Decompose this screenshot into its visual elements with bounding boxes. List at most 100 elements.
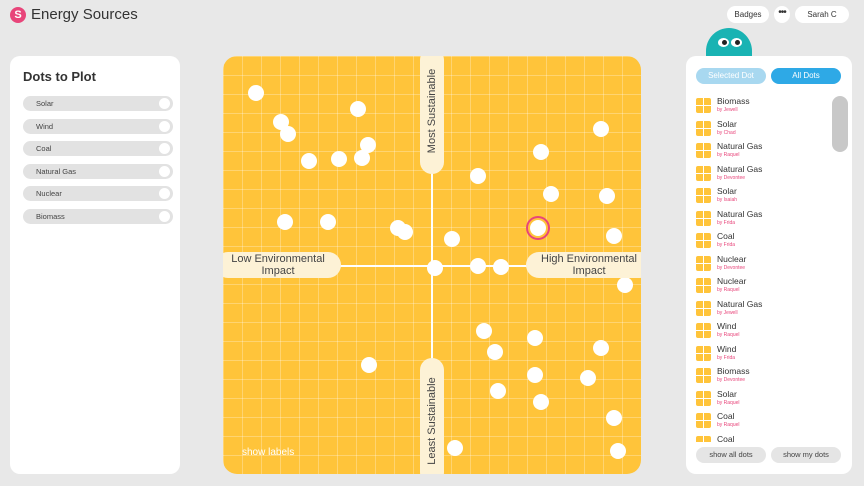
- selected-plot-dot[interactable]: [530, 220, 546, 236]
- list-item[interactable]: Solar by Isaiah: [696, 186, 828, 209]
- dot-thumbnail-icon: [696, 98, 711, 113]
- plot-item-natural-gas[interactable]: Natural Gas: [23, 164, 173, 179]
- list-item[interactable]: Nuclear by Raquel: [696, 276, 828, 299]
- list-item[interactable]: Natural Gas by Raquel: [696, 141, 828, 164]
- low-impact-label: Low Environmental Impact: [223, 252, 341, 278]
- high-impact-label: High Environmental Impact: [526, 252, 641, 278]
- dot-thumbnail-icon: [696, 323, 711, 338]
- plot-dot[interactable]: [470, 168, 486, 184]
- dot-thumbnail-icon: [696, 300, 711, 316]
- dot-thumbnail-icon: [696, 278, 711, 293]
- list-item[interactable]: Coal by Frida: [696, 231, 828, 254]
- plot-item-coal[interactable]: Coal: [23, 141, 173, 156]
- plot-dot[interactable]: [476, 323, 492, 339]
- toggle-knob[interactable]: [159, 121, 170, 132]
- dots-to-plot-panel: Dots to Plot Solar Wind Coal Natural Gas…: [10, 56, 180, 474]
- plot-dot[interactable]: [470, 258, 486, 274]
- tab-selected-dot[interactable]: Selected Dot: [696, 68, 766, 84]
- dots-list-panel: Selected Dot All Dots Biomass by Jewell S…: [686, 56, 852, 474]
- plot-dot[interactable]: [447, 440, 463, 456]
- page-title: Energy Sources: [31, 6, 138, 23]
- list-item[interactable]: Solar by Chad: [696, 119, 828, 142]
- user-menu-button[interactable]: Sarah C: [795, 6, 849, 23]
- plot-dot[interactable]: [248, 85, 264, 101]
- plot-dot[interactable]: [354, 150, 370, 166]
- list-item[interactable]: Biomass by Jewell: [696, 96, 828, 119]
- plot-dot[interactable]: [487, 344, 503, 360]
- list-item[interactable]: Natural Gas by Devontee: [696, 164, 828, 187]
- plot-dot[interactable]: [397, 224, 413, 240]
- plot-dot[interactable]: [444, 231, 460, 247]
- dot-thumbnail-icon: [696, 435, 711, 442]
- plot-dot[interactable]: [617, 277, 633, 293]
- dot-thumbnail-icon: [696, 413, 711, 428]
- dot-thumbnail-icon: [696, 165, 711, 181]
- plot-dot[interactable]: [533, 144, 549, 160]
- plot-item-biomass[interactable]: Biomass: [23, 209, 173, 224]
- plot-dot[interactable]: [320, 214, 336, 230]
- plot-dot[interactable]: [593, 121, 609, 137]
- plot-item-nuclear[interactable]: Nuclear: [23, 186, 173, 201]
- list-item[interactable]: Wind by Raquel: [696, 321, 828, 344]
- plot-item-wind[interactable]: Wind: [23, 119, 173, 134]
- plot-item-solar[interactable]: Solar: [23, 96, 173, 111]
- plot-dot[interactable]: [533, 394, 549, 410]
- list-item[interactable]: Coal: [696, 434, 828, 442]
- dot-thumbnail-icon: [696, 255, 711, 271]
- plot-dot[interactable]: [301, 153, 317, 169]
- plot-dot[interactable]: [277, 214, 293, 230]
- plot-dot[interactable]: [280, 126, 296, 142]
- tab-all-dots[interactable]: All Dots: [771, 68, 841, 84]
- plot-dot[interactable]: [490, 383, 506, 399]
- plot-dot[interactable]: [331, 151, 347, 167]
- plot-dot[interactable]: [493, 259, 509, 275]
- least-sustainable-label: Least Sustainable: [420, 358, 444, 474]
- dot-thumbnail-icon: [696, 210, 711, 226]
- plot-dot[interactable]: [543, 186, 559, 202]
- mascot-eye-left: [718, 38, 729, 47]
- dot-thumbnail-icon: [696, 233, 711, 248]
- plot-item-label: Wind: [36, 122, 54, 131]
- show-my-dots-button[interactable]: show my dots: [771, 447, 841, 463]
- list-item[interactable]: Biomass by Devontee: [696, 366, 828, 389]
- plot-dot[interactable]: [606, 410, 622, 426]
- list-scrollbar[interactable]: [832, 96, 848, 152]
- list-item[interactable]: Nuclear by Devontee: [696, 254, 828, 277]
- plot-item-label: Biomass: [36, 212, 65, 221]
- list-item[interactable]: Coal by Raquel: [696, 411, 828, 434]
- plot-dot[interactable]: [527, 330, 543, 346]
- list-item[interactable]: Natural Gas by Frida: [696, 209, 828, 232]
- plot-dot[interactable]: [527, 367, 543, 383]
- plot-dot[interactable]: [606, 228, 622, 244]
- toggle-knob[interactable]: [159, 166, 170, 177]
- badges-button[interactable]: Badges: [727, 6, 769, 23]
- toggle-knob[interactable]: [159, 98, 170, 109]
- dot-thumbnail-icon: [696, 143, 711, 158]
- list-item[interactable]: Natural Gas by Jewell: [696, 299, 828, 322]
- plot-dot[interactable]: [360, 137, 376, 153]
- panel-title: Dots to Plot: [23, 69, 96, 84]
- dot-thumbnail-icon: [696, 188, 711, 203]
- show-labels-toggle[interactable]: show labels: [242, 447, 295, 458]
- plot-dot[interactable]: [599, 188, 615, 204]
- mascot-eye-right: [731, 38, 742, 47]
- plot-item-label: Nuclear: [36, 189, 62, 198]
- dot-thumbnail-icon: [696, 120, 711, 136]
- show-all-dots-button[interactable]: show all dots: [696, 447, 766, 463]
- toggle-knob[interactable]: [159, 143, 170, 154]
- toggle-knob[interactable]: [159, 188, 170, 199]
- plot-dot[interactable]: [350, 101, 366, 117]
- plot-dot[interactable]: [427, 260, 443, 276]
- list-item[interactable]: Wind by Frida: [696, 344, 828, 367]
- dots-list[interactable]: Biomass by Jewell Solar by Chad Natural Ga…: [696, 96, 828, 442]
- sustainability-plot[interactable]: Low Environmental Impact High Environment…: [223, 56, 641, 474]
- dot-thumbnail-icon: [696, 345, 711, 361]
- more-options-button[interactable]: •••: [774, 6, 790, 23]
- toggle-knob[interactable]: [159, 211, 170, 222]
- plot-dot[interactable]: [593, 340, 609, 356]
- plot-dot[interactable]: [610, 443, 626, 459]
- plot-item-label: Coal: [36, 144, 52, 153]
- plot-dot[interactable]: [580, 370, 596, 386]
- list-item[interactable]: Solar by Raquel: [696, 389, 828, 412]
- plot-dot[interactable]: [361, 357, 377, 373]
